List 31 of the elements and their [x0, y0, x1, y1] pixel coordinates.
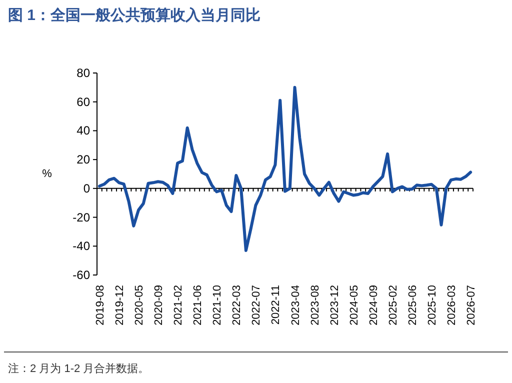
x-tick-label: 2021-02: [172, 285, 185, 326]
y-tick-label: 80: [76, 66, 90, 80]
y-tick-label: -40: [72, 239, 90, 254]
text: 注：2 月为 1-2 月合并数据。: [8, 362, 150, 375]
y-tick-label: -20: [72, 210, 90, 224]
y-tick-label: 0: [83, 181, 90, 196]
y-tick-label: 60: [76, 94, 90, 109]
x-tick-label: 2022-07: [250, 285, 263, 326]
x-tick-label: 2019-12: [114, 285, 126, 326]
x-tick-label: 2019-08: [94, 285, 106, 326]
x-tick-label: 2026-03: [446, 285, 458, 326]
x-tick-label: 2025-06: [406, 285, 419, 326]
x-tick-label: 2023-04: [290, 285, 302, 326]
x-tick-label: 2021-06: [192, 285, 204, 326]
x-tick-label: 2020-05: [134, 285, 146, 326]
y-tick-label: 40: [76, 124, 90, 138]
x-tick-label: 2021-10: [212, 285, 224, 326]
x-tick-label: 2025-10: [426, 285, 438, 326]
y-axis-title: %: [42, 168, 52, 180]
x-tick-label: 2023-08: [309, 285, 322, 326]
x-tick-label: 2022-11: [270, 285, 282, 325]
x-tick-label: 2026-07: [466, 285, 478, 326]
x-tick-label: 2024-09: [368, 285, 380, 326]
x-tick-label: 2023-12: [328, 285, 341, 326]
x-tick-label: 2020-09: [153, 285, 166, 326]
x-tick-label: 2022-03: [231, 285, 244, 326]
y-tick-label: 20: [76, 152, 90, 167]
x-tick-label: 2025-02: [387, 285, 400, 326]
y-tick-label: -60: [72, 268, 90, 282]
chart-title: 图 1：全国一般公共预算收入当月同比: [8, 7, 261, 24]
x-tick-label: 2024-05: [348, 285, 360, 326]
